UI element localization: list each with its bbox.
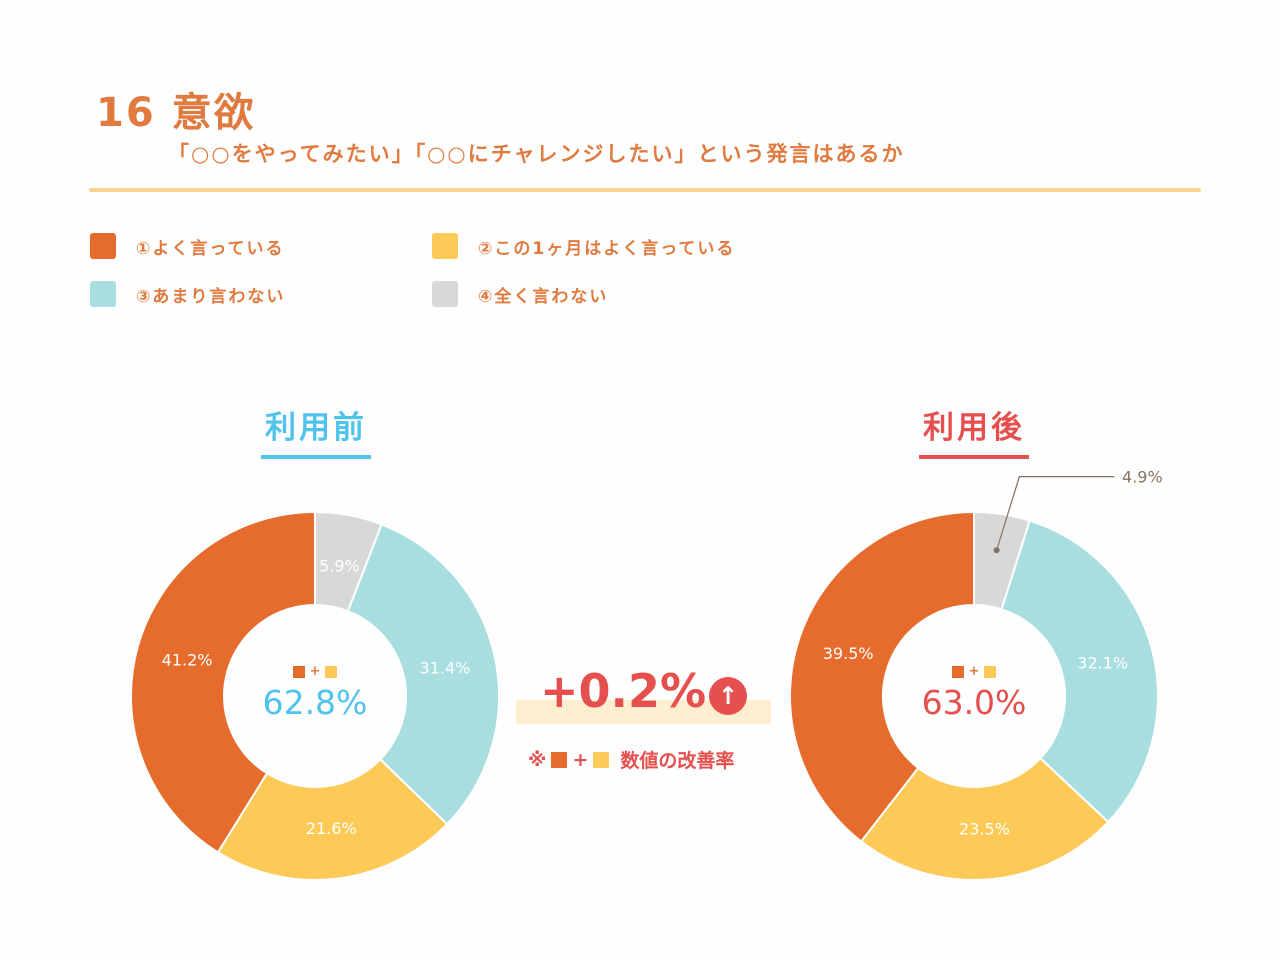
after-center-sum: 63.0% [921,683,1027,722]
after-center-plus: + [968,664,980,679]
after-leader-line-never [996,476,1115,551]
after-slice-rarely [1000,519,1159,824]
legend-item-often: ①よく言っている [90,233,285,259]
note-mark: ※ [528,748,547,771]
header-divider [89,188,1201,192]
legend-swatch-often [90,233,116,259]
page-title: 16 意欲 [96,90,256,136]
after-leader-dot-never [993,547,1000,554]
arrow-up-icon: ↑ [709,677,747,715]
before-label-recently: 21.6% [306,819,357,838]
before-center-sum: 62.8% [262,683,368,722]
before-title: 利用前 [261,402,371,459]
after-label-often: 39.5% [823,644,874,663]
after-label-recently: 23.5% [959,820,1010,839]
after-title: 利用後 [919,402,1029,459]
after-label-rarely: 32.1% [1077,654,1128,673]
legend-swatch-never [432,281,458,307]
after-center-swatch-recently [984,665,997,678]
note-plus: + [572,748,589,771]
after-center: + 63.0% [874,664,1074,722]
legend-swatch-rarely [90,281,116,307]
legend-item-rarely: ③あまり言わない [90,281,285,307]
after-center-swatch-often [951,665,964,678]
improvement-note: ※ + 数値の改善率 [528,746,734,773]
note-text: 数値の改善率 [620,750,735,772]
after-slice-often [789,510,975,843]
before-slice-recently [216,757,449,881]
before-slice-rarely [346,523,500,826]
before-center: + 62.8% [215,664,415,722]
before-center-plus: + [309,664,321,679]
page-subtitle: 「○○をやってみたい」「○○にチャレンジしたい」という発言はあるか [168,142,905,166]
legend-label-never: ④全く言わない [478,286,609,307]
note-swatch-recently [593,751,610,768]
before-slice-often [130,510,316,854]
before-label-rarely: 31.4% [420,659,471,678]
legend-swatch-recently [432,233,458,259]
note-swatch-often [551,751,568,768]
legend-label-recently: ②この1ヶ月はよく言っている [478,238,736,259]
legend-label-often: ①よく言っている [136,238,285,259]
legend-item-never: ④全く言わない [432,281,608,307]
before-center-swatch-recently [325,665,338,678]
improvement-value: +0.2% [540,664,707,718]
after-label-never: 4.9% [1122,468,1163,487]
before-label-often: 41.2% [162,651,213,670]
before-center-legend: + [215,664,415,679]
legend-item-recently: ②この1ヶ月はよく言っている [432,233,735,259]
after-slice-recently [859,756,1110,881]
before-label-never: 5.9% [319,556,360,575]
legend-label-rarely: ③あまり言わない [136,286,286,307]
after-center-legend: + [874,664,1074,679]
before-center-swatch-often [292,665,305,678]
